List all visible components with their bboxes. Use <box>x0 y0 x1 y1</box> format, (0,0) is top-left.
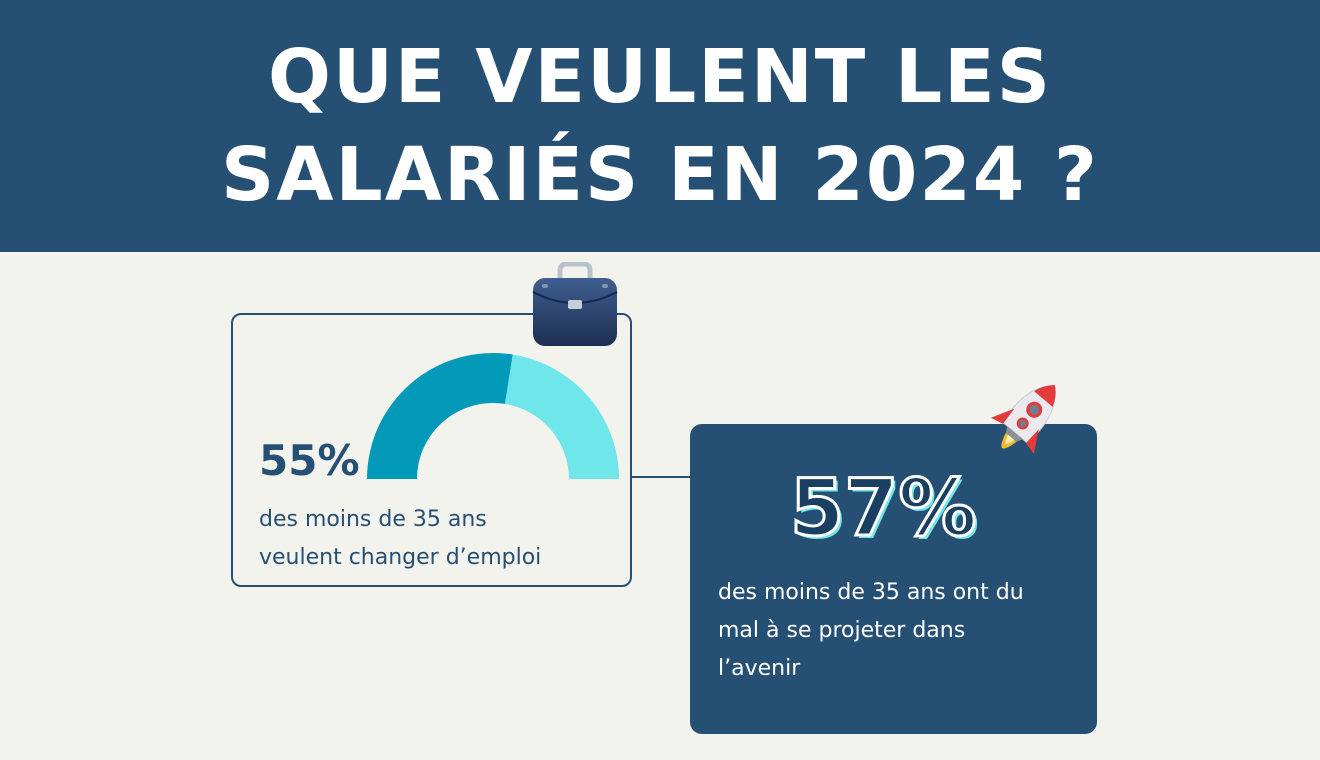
gauge-remainder-arc <box>504 354 619 479</box>
desc-line-1: des moins de 35 ans <box>259 507 487 532</box>
stat-value-55: 55% <box>259 436 360 485</box>
gauge-value-arc <box>367 353 513 479</box>
stat-description-future: des moins de 35 ans ont du mal à se proj… <box>718 574 1068 688</box>
title-line-2: SALARIÉS EN 2024 ? <box>220 132 1099 218</box>
rocket-icon <box>990 384 1056 454</box>
briefcase-icon <box>532 262 618 346</box>
desc-line-1: des moins de 35 ans ont du <box>718 580 1024 605</box>
half-donut-gauge <box>367 353 619 479</box>
stat-value-57: 57% <box>789 463 979 556</box>
connector-line <box>632 476 691 478</box>
desc-line-2: mal à se projeter dans <box>718 618 966 643</box>
header-banner: QUE VEULENT LES SALARIÉS EN 2024 ? <box>0 0 1320 252</box>
stat-description-job-change: des moins de 35 ans veulent changer d’em… <box>259 501 619 577</box>
stat-card-job-change: 55% des moins de 35 ans veulent changer … <box>231 313 632 587</box>
title-line-1: QUE VEULENT LES <box>267 34 1053 120</box>
stat-card-future: 57% des moins de 35 ans ont du mal à se … <box>690 424 1097 734</box>
desc-line-3: l’avenir <box>718 656 801 681</box>
page-title: QUE VEULENT LES SALARIÉS EN 2024 ? <box>221 28 1099 224</box>
desc-line-2: veulent changer d’emploi <box>259 545 542 570</box>
